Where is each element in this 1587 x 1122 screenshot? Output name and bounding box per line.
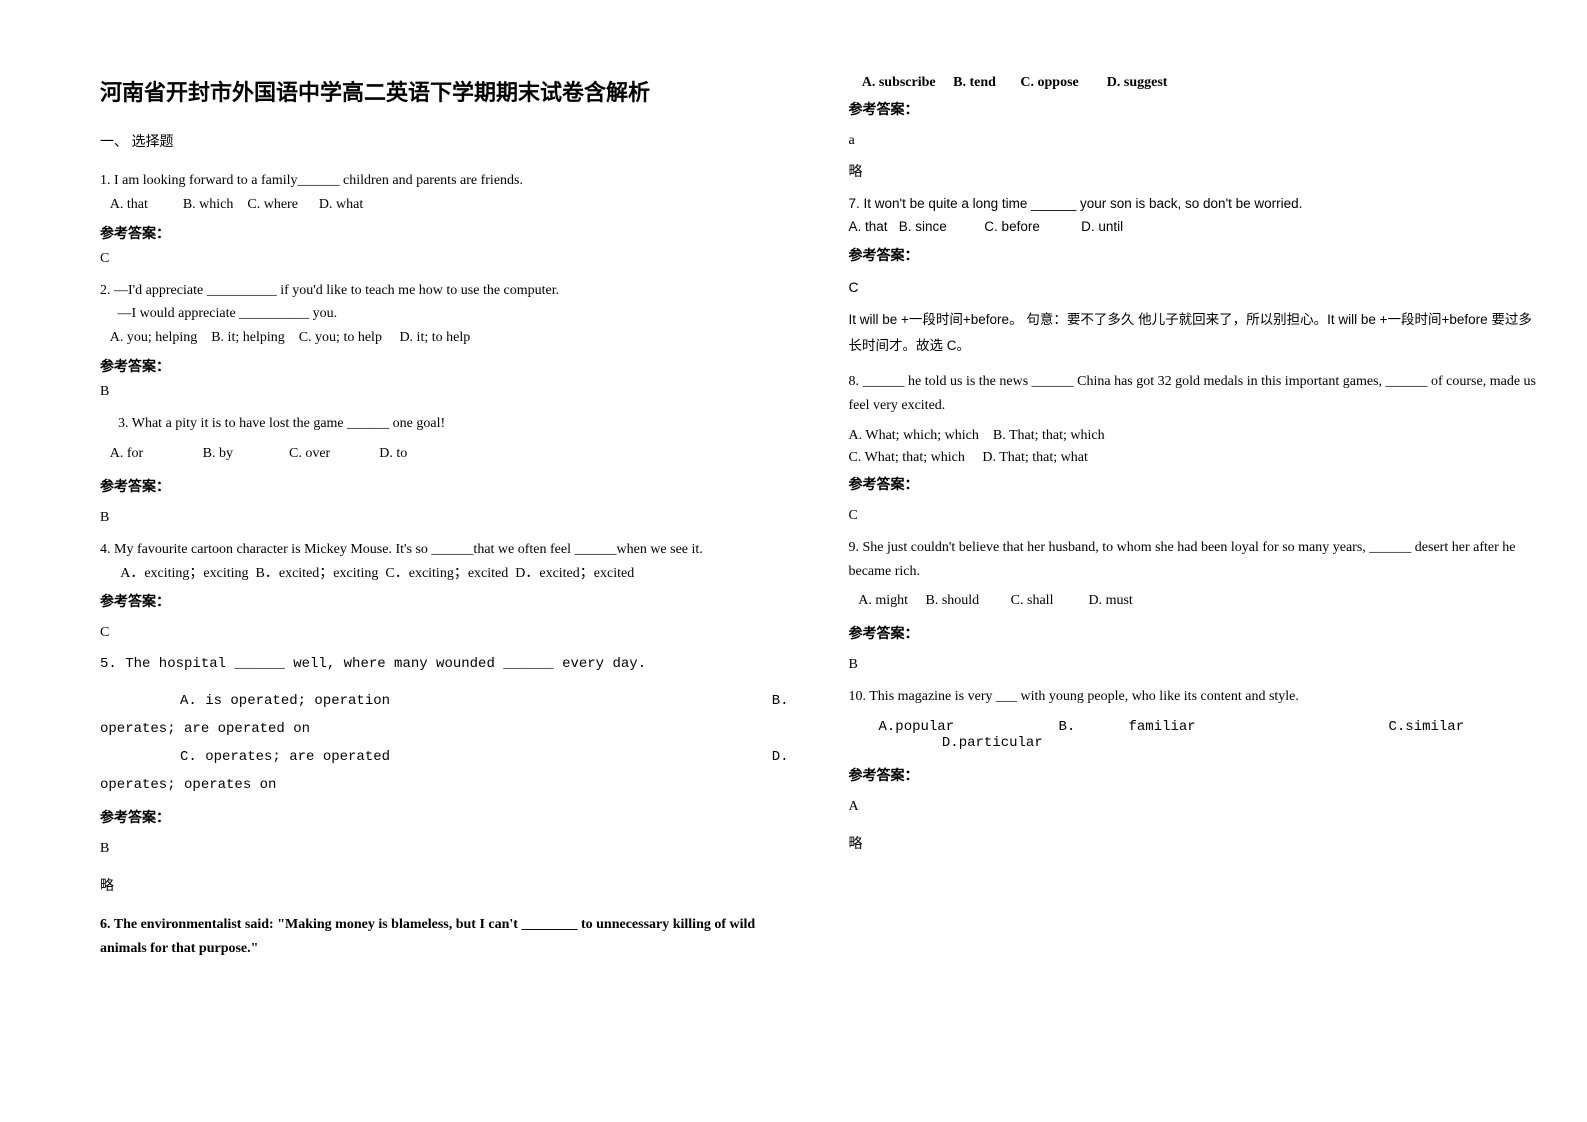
q5-optd-text: operates; operates on	[100, 777, 789, 793]
q10-opts-row2: D.particular	[849, 735, 1538, 751]
question-text: 6. The environmentalist said: "Making mo…	[100, 913, 789, 961]
section-header: 一、 选择题	[100, 131, 789, 151]
question-options: A. might B. should C. shall D. must	[849, 593, 1538, 609]
answer-value: A	[849, 799, 1538, 815]
right-column: A. subscribe B. tend C. oppose D. sugges…	[819, 75, 1538, 1092]
question-options-b: C. What; that; which D. That; that; what	[849, 450, 1538, 466]
question-6-options: A. subscribe B. tend C. oppose D. sugges…	[849, 75, 1538, 91]
question-3: 3. What a pity it is to have lost the ga…	[100, 412, 789, 436]
question-8: 8. ______ he told us is the news ______ …	[849, 370, 1538, 418]
answer-value: B	[100, 841, 789, 857]
question-text: 1. I am looking forward to a family_____…	[100, 169, 789, 193]
answer-value: B	[100, 510, 789, 526]
question-1: 1. I am looking forward to a family_____…	[100, 169, 789, 217]
question-options: A. that B. which C. where D. what	[100, 193, 789, 217]
question-7: 7. It won't be quite a long time ______ …	[849, 193, 1538, 239]
answer-label: 参考答案：	[100, 223, 789, 243]
option-c: C. operates; are operated	[180, 749, 769, 765]
left-column: 河南省开封市外国语中学高二英语下学期期末试卷含解析 一、 选择题 1. I am…	[100, 75, 819, 1092]
question-6: 6. The environmentalist said: "Making mo…	[100, 913, 789, 961]
answer-note: 略	[100, 875, 789, 895]
option-c: C.similar	[1389, 719, 1465, 735]
option-a: A.popular	[879, 719, 1059, 735]
answer-label: 参考答案：	[849, 99, 1538, 119]
answer-value: a	[849, 133, 1538, 149]
question-text: 7. It won't be quite a long time ______ …	[849, 193, 1538, 216]
question-text: 4. My favourite cartoon character is Mic…	[100, 538, 789, 562]
answer-label: 参考答案：	[100, 476, 789, 496]
q5-row1: A. is operated; operation B. operates; a…	[100, 693, 789, 709]
question-options: A. for B. by C. over D. to	[100, 446, 789, 462]
answer-label: 参考答案：	[849, 474, 1538, 494]
answer-note: 略	[849, 161, 1538, 181]
answer-label: 参考答案：	[849, 765, 1538, 785]
question-options: A．exciting；exciting B．excited；exciting C…	[100, 562, 789, 586]
q5-row2: C. operates; are operated D.	[100, 749, 789, 765]
answer-value: C	[100, 251, 789, 267]
page-title: 河南省开封市外国语中学高二英语下学期期末试卷含解析	[100, 75, 789, 107]
question-options: A. you; helping B. it; helping C. you; t…	[100, 326, 789, 350]
answer-value: B	[100, 384, 789, 400]
question-text: 3. What a pity it is to have lost the ga…	[118, 412, 789, 436]
answer-label: 参考答案：	[849, 245, 1538, 265]
answer-label: 参考答案：	[100, 591, 789, 611]
answer-label: 参考答案：	[849, 623, 1538, 643]
answer-value: C	[849, 279, 1538, 295]
option-d: D.particular	[942, 735, 1043, 751]
answer-label: 参考答案：	[100, 356, 789, 376]
option-a: A. is operated; operation	[180, 693, 769, 709]
answer-value: B	[849, 657, 1538, 673]
question-9: 9. She just couldn't believe that her hu…	[849, 536, 1538, 584]
question-text: 9. She just couldn't believe that her hu…	[849, 536, 1538, 584]
option-b-label: B.	[1059, 719, 1129, 735]
q5-optb-text: operates; are operated on	[100, 721, 789, 737]
question-4: 4. My favourite cartoon character is Mic…	[100, 538, 789, 586]
question-options: A. that B. since C. before D. until	[849, 216, 1538, 239]
question-10: 10. This magazine is very ___ with young…	[849, 685, 1538, 709]
question-text: 2. —I'd appreciate __________ if you'd l…	[100, 279, 789, 303]
answer-value: C	[100, 625, 789, 641]
question-2: 2. —I'd appreciate __________ if you'd l…	[100, 279, 789, 350]
question-options-a: A. What; which; which B. That; that; whi…	[849, 428, 1538, 444]
question-5: 5. The hospital ______ well, where many …	[100, 653, 789, 677]
option-b-word: familiar	[1129, 719, 1389, 735]
answer-value: C	[849, 508, 1538, 524]
question-text: 5. The hospital ______ well, where many …	[100, 653, 789, 677]
question-text-2: —I would appreciate __________ you.	[100, 302, 789, 326]
answer-explanation: It will be +一段时间+before。 句意：要不了多久 他儿子就回来…	[849, 307, 1538, 358]
answer-note: 略	[849, 833, 1538, 853]
answer-label: 参考答案：	[100, 807, 789, 827]
question-text: 8. ______ he told us is the news ______ …	[849, 370, 1538, 418]
question-text: 10. This magazine is very ___ with young…	[849, 685, 1538, 709]
q10-opts-row1: A.popular B. familiar C.similar	[849, 719, 1538, 735]
